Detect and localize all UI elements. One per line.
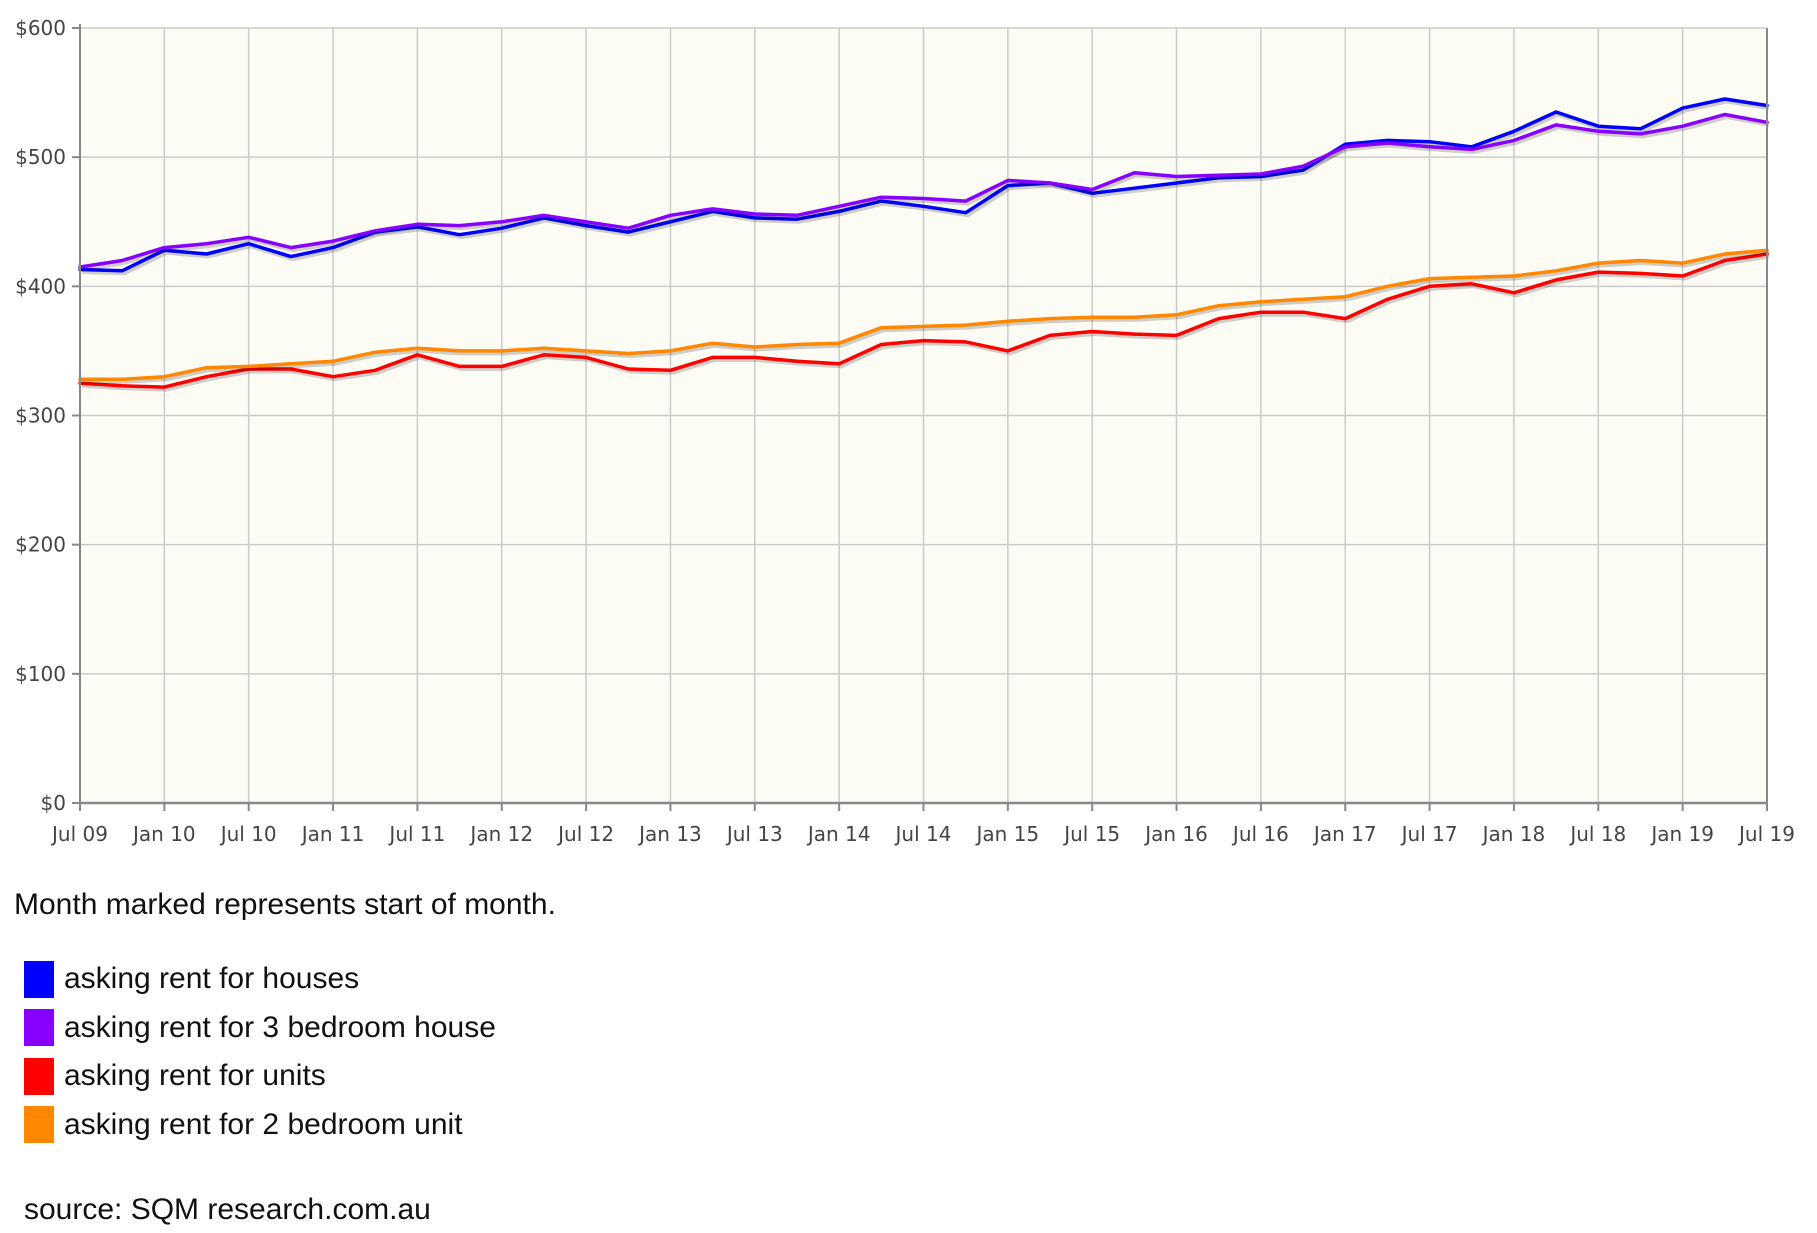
x-tick-label: Jul 10 — [219, 822, 277, 846]
y-tick-label: $400 — [15, 274, 66, 298]
x-tick-label: Jul 17 — [1400, 822, 1458, 846]
x-tick-label: Jan 13 — [637, 822, 702, 846]
x-tick-label: Jul 14 — [894, 822, 952, 846]
legend-swatch — [24, 960, 54, 998]
axes — [72, 24, 1768, 811]
x-tick-label: Jan 17 — [1312, 822, 1377, 846]
legend-item: asking rent for houses — [24, 955, 496, 1004]
legend-label: asking rent for 2 bedroom unit — [64, 1107, 463, 1141]
series-line-shadow — [81, 114, 1770, 272]
y-tick-label: $0 — [41, 791, 66, 815]
legend-swatch — [24, 1009, 54, 1047]
legend-item: asking rent for 3 bedroom house — [24, 1004, 496, 1053]
x-tick-label: Jan 14 — [806, 822, 871, 846]
y-tick-label: $300 — [15, 404, 66, 428]
x-tick-label: Jul 16 — [1231, 822, 1289, 846]
x-tick-label: Jul 12 — [556, 822, 614, 846]
x-tick-label: Jan 16 — [1143, 822, 1208, 846]
legend-label: asking rent for units — [64, 1059, 326, 1093]
y-tick-label: $600 — [15, 16, 66, 40]
series-line — [78, 252, 1769, 389]
x-tick-label: Jul 13 — [725, 822, 783, 846]
x-tick-label: Jul 18 — [1568, 822, 1626, 846]
series-line — [78, 112, 1769, 269]
legend-swatch — [24, 1106, 54, 1144]
series-line — [78, 97, 1769, 273]
x-tick-label: Jan 11 — [300, 822, 365, 846]
legend-item: asking rent for 2 bedroom unit — [24, 1101, 496, 1150]
series-line — [78, 248, 1769, 382]
x-tick-labels: Jul 09 Jan 10 Jul 10 Jan 11 Jul 11 Jan 12 Jul … — [50, 822, 1795, 846]
legend-item: asking rent for units — [24, 1052, 496, 1101]
x-tick-label: Jan 10 — [131, 822, 196, 846]
legend: asking rent for houses asking rent for 3… — [24, 955, 496, 1149]
y-tick-label: $100 — [15, 662, 66, 686]
y-tick-label: $200 — [15, 533, 66, 557]
x-tick-label: Jan 18 — [1481, 822, 1546, 846]
legend-swatch — [24, 1057, 54, 1095]
x-tick-label: Jan 12 — [468, 822, 533, 846]
series-line-shadow — [82, 249, 1770, 384]
x-tick-label: Jul 09 — [50, 822, 108, 846]
legend-label: asking rent for houses — [64, 962, 360, 996]
rent-line-chart: $0$100$200$300$400$500$600 Jul 09 Jan 10 J… — [15, 16, 1795, 846]
chart-note: Month marked represents start of month. — [14, 888, 556, 921]
x-tick-label: Jan 19 — [1649, 822, 1714, 846]
x-tick-label: Jan 15 — [975, 822, 1040, 846]
legend-label: asking rent for 3 bedroom house — [64, 1010, 496, 1044]
y-tick-label: $500 — [15, 145, 66, 169]
x-tick-label: Jul 15 — [1062, 822, 1120, 846]
source-text: source: SQM research.com.au — [24, 1193, 431, 1226]
x-tick-label: Jul 11 — [387, 822, 445, 846]
y-tick-labels: $0 $100 $200 $300 $400 $500 $600 — [15, 16, 66, 815]
series-lines — [78, 97, 1770, 392]
x-tick-label: Jul 19 — [1737, 822, 1795, 846]
